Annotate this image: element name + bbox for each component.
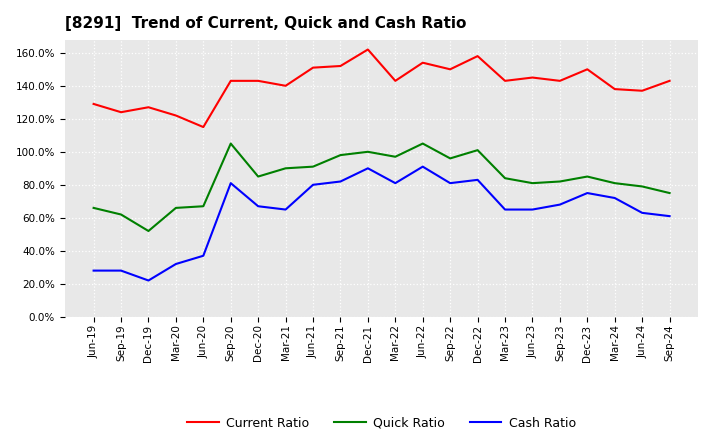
Cash Ratio <box>89 268 98 273</box>
Cash Ratio <box>611 195 619 201</box>
Quick Ratio <box>117 212 125 217</box>
Cash Ratio <box>309 182 318 187</box>
Quick Ratio <box>171 205 180 210</box>
Quick Ratio <box>226 141 235 146</box>
Current Ratio <box>611 86 619 92</box>
Current Ratio <box>309 65 318 70</box>
Quick Ratio <box>364 149 372 154</box>
Cash Ratio <box>391 180 400 186</box>
Quick Ratio <box>611 180 619 186</box>
Quick Ratio <box>391 154 400 159</box>
Current Ratio <box>226 78 235 84</box>
Quick Ratio <box>144 228 153 234</box>
Current Ratio <box>336 63 345 69</box>
Cash Ratio <box>473 177 482 183</box>
Current Ratio <box>171 113 180 118</box>
Quick Ratio <box>446 156 454 161</box>
Cash Ratio <box>364 165 372 171</box>
Quick Ratio <box>282 165 290 171</box>
Cash Ratio <box>226 180 235 186</box>
Quick Ratio <box>199 204 207 209</box>
Cash Ratio <box>665 213 674 219</box>
Quick Ratio <box>309 164 318 169</box>
Quick Ratio <box>418 141 427 146</box>
Current Ratio <box>117 110 125 115</box>
Current Ratio <box>418 60 427 65</box>
Line: Cash Ratio: Cash Ratio <box>94 167 670 281</box>
Cash Ratio <box>638 210 647 216</box>
Current Ratio <box>638 88 647 93</box>
Cash Ratio <box>336 179 345 184</box>
Current Ratio <box>446 66 454 72</box>
Current Ratio <box>254 78 263 84</box>
Current Ratio <box>500 78 509 84</box>
Legend: Current Ratio, Quick Ratio, Cash Ratio: Current Ratio, Quick Ratio, Cash Ratio <box>182 412 581 435</box>
Quick Ratio <box>254 174 263 179</box>
Cash Ratio <box>199 253 207 258</box>
Cash Ratio <box>556 202 564 207</box>
Cash Ratio <box>117 268 125 273</box>
Quick Ratio <box>89 205 98 210</box>
Current Ratio <box>282 83 290 88</box>
Quick Ratio <box>638 184 647 189</box>
Current Ratio <box>144 105 153 110</box>
Cash Ratio <box>500 207 509 212</box>
Quick Ratio <box>665 191 674 196</box>
Current Ratio <box>89 101 98 106</box>
Cash Ratio <box>446 180 454 186</box>
Quick Ratio <box>556 179 564 184</box>
Quick Ratio <box>473 147 482 153</box>
Cash Ratio <box>418 164 427 169</box>
Cash Ratio <box>528 207 537 212</box>
Cash Ratio <box>282 207 290 212</box>
Quick Ratio <box>500 176 509 181</box>
Line: Quick Ratio: Quick Ratio <box>94 143 670 231</box>
Text: [8291]  Trend of Current, Quick and Cash Ratio: [8291] Trend of Current, Quick and Cash … <box>65 16 466 32</box>
Cash Ratio <box>254 204 263 209</box>
Cash Ratio <box>171 261 180 267</box>
Cash Ratio <box>144 278 153 283</box>
Current Ratio <box>528 75 537 80</box>
Current Ratio <box>364 47 372 52</box>
Current Ratio <box>473 53 482 59</box>
Current Ratio <box>665 78 674 84</box>
Current Ratio <box>199 125 207 130</box>
Current Ratio <box>556 78 564 84</box>
Line: Current Ratio: Current Ratio <box>94 49 670 127</box>
Current Ratio <box>583 66 592 72</box>
Current Ratio <box>391 78 400 84</box>
Quick Ratio <box>528 180 537 186</box>
Quick Ratio <box>336 152 345 158</box>
Cash Ratio <box>583 191 592 196</box>
Quick Ratio <box>583 174 592 179</box>
